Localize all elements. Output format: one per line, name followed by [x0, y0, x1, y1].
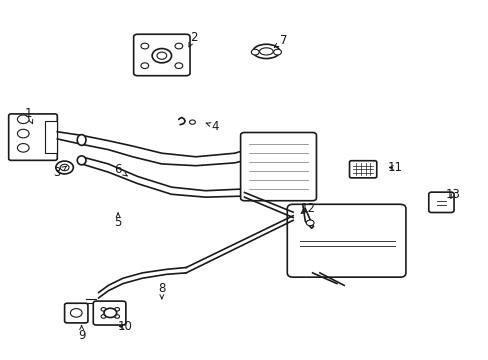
- Ellipse shape: [77, 156, 86, 165]
- Text: 8: 8: [158, 283, 165, 299]
- Circle shape: [18, 115, 29, 123]
- Circle shape: [152, 49, 171, 63]
- Circle shape: [101, 315, 106, 318]
- FancyBboxPatch shape: [349, 161, 376, 178]
- FancyBboxPatch shape: [133, 34, 190, 76]
- Circle shape: [115, 307, 119, 311]
- FancyBboxPatch shape: [240, 132, 316, 201]
- Text: 11: 11: [387, 161, 402, 174]
- Circle shape: [101, 307, 106, 311]
- Circle shape: [175, 43, 183, 49]
- Ellipse shape: [77, 135, 86, 145]
- Circle shape: [157, 52, 166, 59]
- Circle shape: [18, 129, 29, 138]
- Text: 12: 12: [300, 202, 315, 215]
- Circle shape: [141, 43, 148, 49]
- Circle shape: [115, 315, 119, 318]
- Circle shape: [251, 49, 259, 55]
- Circle shape: [18, 144, 29, 152]
- Bar: [45, 121, 57, 153]
- Text: 9: 9: [78, 326, 85, 342]
- Text: 2: 2: [188, 31, 197, 47]
- Text: 7: 7: [274, 34, 286, 47]
- Text: 13: 13: [445, 188, 460, 201]
- Circle shape: [189, 120, 195, 124]
- FancyBboxPatch shape: [64, 303, 88, 323]
- Circle shape: [56, 161, 73, 174]
- Circle shape: [273, 49, 281, 55]
- Text: 5: 5: [114, 213, 122, 229]
- Circle shape: [305, 220, 313, 226]
- Text: 3: 3: [54, 166, 66, 179]
- Ellipse shape: [252, 44, 279, 59]
- Text: 10: 10: [118, 320, 133, 333]
- Text: 6: 6: [114, 163, 127, 176]
- FancyBboxPatch shape: [428, 192, 453, 212]
- Ellipse shape: [259, 48, 273, 55]
- Circle shape: [104, 308, 116, 318]
- Text: 1: 1: [24, 107, 33, 124]
- Text: 4: 4: [205, 120, 219, 133]
- Circle shape: [141, 63, 148, 68]
- FancyBboxPatch shape: [93, 301, 125, 325]
- Circle shape: [70, 309, 82, 317]
- Circle shape: [175, 63, 183, 68]
- FancyBboxPatch shape: [9, 114, 57, 160]
- FancyBboxPatch shape: [287, 204, 405, 277]
- Circle shape: [60, 164, 69, 171]
